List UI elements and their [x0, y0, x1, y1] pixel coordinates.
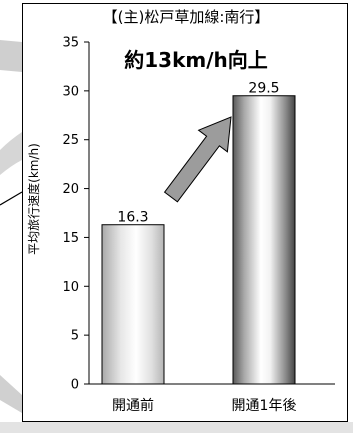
y-axis-ticks: 0 5 10 15 20 25 30 35	[62, 36, 89, 393]
bar-chart: 【(主)松戸草加線:南行】 0 5 10 15 20 25 30 35 16.3 29.5 開通…	[26, 8, 335, 414]
y-tick-label: 0	[71, 378, 79, 393]
chart-frame: 【(主)松戸草加線:南行】 0 5 10 15 20 25 30 35 16.3 29.5 開通…	[22, 3, 348, 422]
y-tick-label: 5	[71, 329, 79, 344]
category-labels: 開通前 開通1年後	[112, 397, 296, 414]
category-label-1: 開通1年後	[232, 398, 297, 414]
y-tick-label: 25	[62, 133, 79, 148]
y-tick-label: 20	[62, 182, 79, 197]
left-decor-shape-top	[0, 40, 22, 72]
bar-0	[101, 224, 165, 385]
left-decor-shape-mid	[0, 132, 22, 175]
bottom-decor-strip	[0, 422, 353, 433]
chart-title: 【(主)松戸草加線:南行】	[103, 8, 270, 26]
y-tick-label: 15	[62, 231, 79, 246]
left-decor-shape-bottom	[0, 375, 22, 413]
y-axis-label: 平均旅行速度(km/h)	[26, 143, 41, 255]
bar-1	[232, 95, 296, 385]
increase-arrow	[163, 116, 232, 203]
left-decor-line	[0, 191, 23, 206]
bars	[101, 95, 296, 385]
increase-annotation: 約13km/h向上	[124, 48, 268, 72]
category-label-0: 開通前	[112, 397, 154, 414]
data-label-0: 16.3	[117, 210, 148, 226]
y-tick-label: 30	[62, 84, 79, 99]
y-tick-label: 35	[62, 36, 79, 51]
data-label-1: 29.5	[248, 81, 279, 97]
data-labels: 16.3 29.5	[117, 81, 279, 226]
y-tick-label: 10	[62, 280, 79, 295]
